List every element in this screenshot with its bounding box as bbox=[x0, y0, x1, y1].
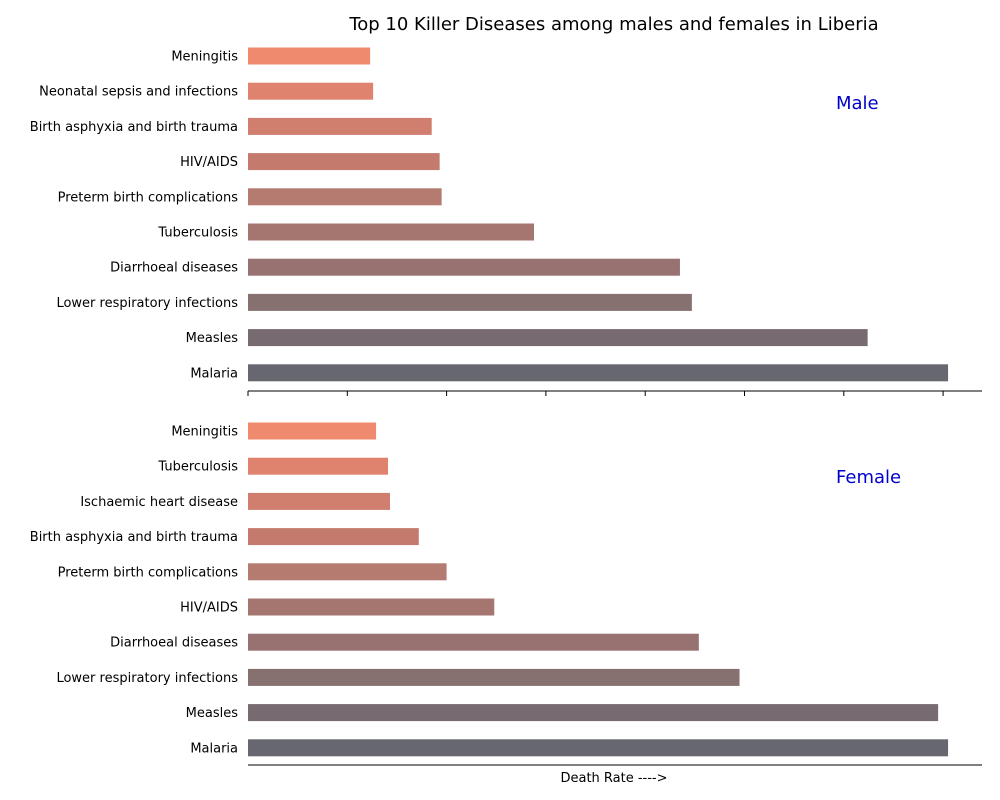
male-category-label: Tuberculosis bbox=[157, 226, 238, 241]
x-axis-label: Death Rate ----> bbox=[560, 771, 667, 786]
female-category-label: Tuberculosis bbox=[157, 460, 238, 475]
female-panel: Meningitis Tuberculosis Ischaemic heart di… bbox=[30, 422, 982, 766]
male-bar-8 bbox=[248, 293, 692, 311]
female-bar-6 bbox=[248, 598, 495, 616]
male-category-label: Malaria bbox=[190, 366, 238, 381]
male-bar-4 bbox=[248, 153, 440, 171]
female-category-label: Meningitis bbox=[171, 425, 238, 440]
male-panel: Meningitis Neonatal sepsis and infections… bbox=[30, 47, 982, 396]
male-category-label: Meningitis bbox=[171, 50, 238, 65]
female-category-label: Measles bbox=[186, 706, 239, 721]
female-bar-5 bbox=[248, 563, 447, 581]
female-category-label: Birth asphyxia and birth trauma bbox=[30, 530, 238, 545]
female-category-label: Malaria bbox=[190, 741, 238, 756]
male-category-label: Neonatal sepsis and infections bbox=[39, 85, 238, 100]
male-panel-label: Male bbox=[836, 93, 879, 114]
female-bar-9 bbox=[248, 704, 939, 722]
male-bar-1 bbox=[248, 47, 371, 65]
male-bar-7 bbox=[248, 258, 680, 276]
male-category-label: Diarrhoeal diseases bbox=[110, 261, 238, 276]
male-category-label: Birth asphyxia and birth trauma bbox=[30, 120, 238, 135]
chart-title: Top 10 Killer Diseases among males and f… bbox=[348, 14, 878, 35]
female-category-label: HIV/AIDS bbox=[180, 601, 238, 616]
male-category-label: Measles bbox=[186, 331, 239, 346]
female-category-label: Ischaemic heart disease bbox=[80, 495, 238, 510]
female-bar-10 bbox=[248, 739, 949, 757]
female-category-label: Lower respiratory infections bbox=[56, 671, 238, 686]
male-category-label: Preterm birth complications bbox=[58, 190, 239, 205]
male-bar-10 bbox=[248, 364, 949, 382]
female-bar-2 bbox=[248, 457, 389, 475]
male-bar-9 bbox=[248, 329, 868, 347]
female-category-label: Preterm birth complications bbox=[58, 565, 239, 580]
male-bar-2 bbox=[248, 82, 374, 100]
male-bar-6 bbox=[248, 223, 534, 241]
female-category-label: Diarrhoeal diseases bbox=[110, 636, 238, 651]
female-panel-label: Female bbox=[836, 467, 901, 488]
female-bar-7 bbox=[248, 633, 699, 651]
female-bar-8 bbox=[248, 668, 740, 686]
male-bar-3 bbox=[248, 117, 432, 135]
male-category-label: HIV/AIDS bbox=[180, 155, 238, 170]
male-bar-5 bbox=[248, 188, 442, 206]
female-bar-4 bbox=[248, 528, 419, 546]
female-bar-1 bbox=[248, 422, 377, 440]
male-category-label: Lower respiratory infections bbox=[56, 296, 238, 311]
female-bar-3 bbox=[248, 492, 390, 510]
